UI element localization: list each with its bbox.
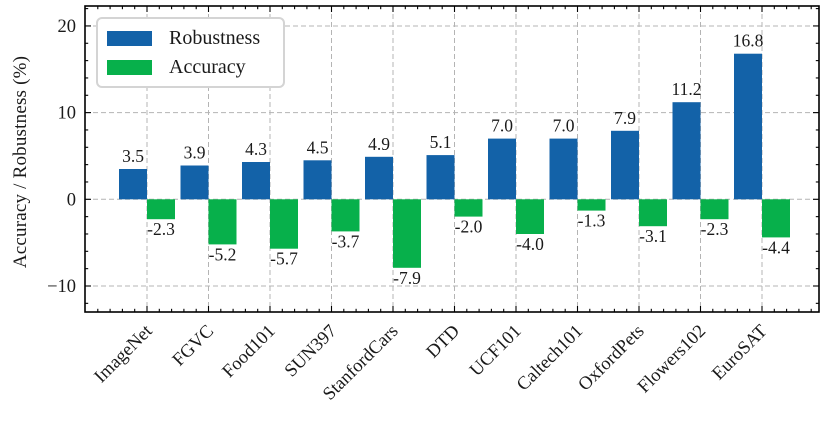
bars bbox=[119, 53, 790, 268]
svg-text:-2.3: -2.3 bbox=[701, 219, 729, 239]
svg-text:Food101: Food101 bbox=[219, 321, 280, 382]
legend-swatch-robustness bbox=[107, 30, 152, 46]
legend-item-accuracy: Accuracy bbox=[107, 56, 283, 78]
svg-text:FGVC: FGVC bbox=[169, 321, 218, 370]
svg-text:-5.7: -5.7 bbox=[270, 249, 298, 269]
svg-text:Caltech101: Caltech101 bbox=[513, 321, 587, 395]
svg-text:-5.2: -5.2 bbox=[209, 244, 237, 264]
svg-text:4.5: 4.5 bbox=[307, 137, 329, 157]
legend-item-robustness: Robustness bbox=[107, 27, 283, 49]
svg-text:7.0: 7.0 bbox=[491, 116, 513, 136]
svg-text:DTD: DTD bbox=[423, 321, 464, 362]
svg-text:10: 10 bbox=[58, 104, 77, 124]
svg-text:EuroSAT: EuroSAT bbox=[709, 321, 772, 384]
legend-swatch-accuracy bbox=[107, 59, 152, 75]
svg-text:16.8: 16.8 bbox=[733, 31, 764, 51]
svg-text:3.9: 3.9 bbox=[184, 143, 206, 163]
svg-text:ImageNet: ImageNet bbox=[91, 321, 157, 387]
svg-text:-2.0: -2.0 bbox=[455, 217, 483, 237]
svg-text:5.1: 5.1 bbox=[430, 132, 452, 152]
svg-text:7.9: 7.9 bbox=[614, 108, 636, 128]
svg-text:SUN397: SUN397 bbox=[281, 321, 341, 381]
svg-text:7.0: 7.0 bbox=[553, 116, 575, 136]
axis-ticks bbox=[85, 6, 819, 312]
svg-text:11.2: 11.2 bbox=[672, 79, 702, 99]
svg-text:4.9: 4.9 bbox=[368, 134, 390, 154]
svg-text:-3.1: -3.1 bbox=[639, 226, 667, 246]
legend: Robustness Accuracy bbox=[96, 17, 285, 88]
svg-text:-4.0: -4.0 bbox=[516, 234, 544, 254]
svg-text:20: 20 bbox=[58, 17, 77, 37]
svg-text:0: 0 bbox=[67, 190, 76, 210]
plot-spines bbox=[84, 5, 820, 313]
svg-text:4.3: 4.3 bbox=[245, 139, 267, 159]
legend-label-robustness: Robustness bbox=[169, 27, 261, 49]
svg-text:3.5: 3.5 bbox=[122, 146, 144, 166]
bar-value-labels: 3.5 3.9 4.3 4.5 4.9 5.1 7.0 7.0 7.9 11.2 16.8 -2.3 -… bbox=[47, 17, 790, 297]
svg-text:-3.7: -3.7 bbox=[332, 231, 360, 251]
svg-text:-7.9: -7.9 bbox=[393, 268, 421, 288]
y-axis-label: Accuracy / Robustness (%) bbox=[10, 55, 31, 269]
svg-text:-1.3: -1.3 bbox=[578, 211, 606, 231]
svg-text:UCF101: UCF101 bbox=[466, 321, 525, 380]
svg-text:−10: −10 bbox=[47, 277, 76, 297]
svg-text:-2.3: -2.3 bbox=[147, 219, 175, 239]
svg-text:-4.4: -4.4 bbox=[762, 238, 790, 258]
legend-label-accuracy: Accuracy bbox=[169, 56, 246, 78]
